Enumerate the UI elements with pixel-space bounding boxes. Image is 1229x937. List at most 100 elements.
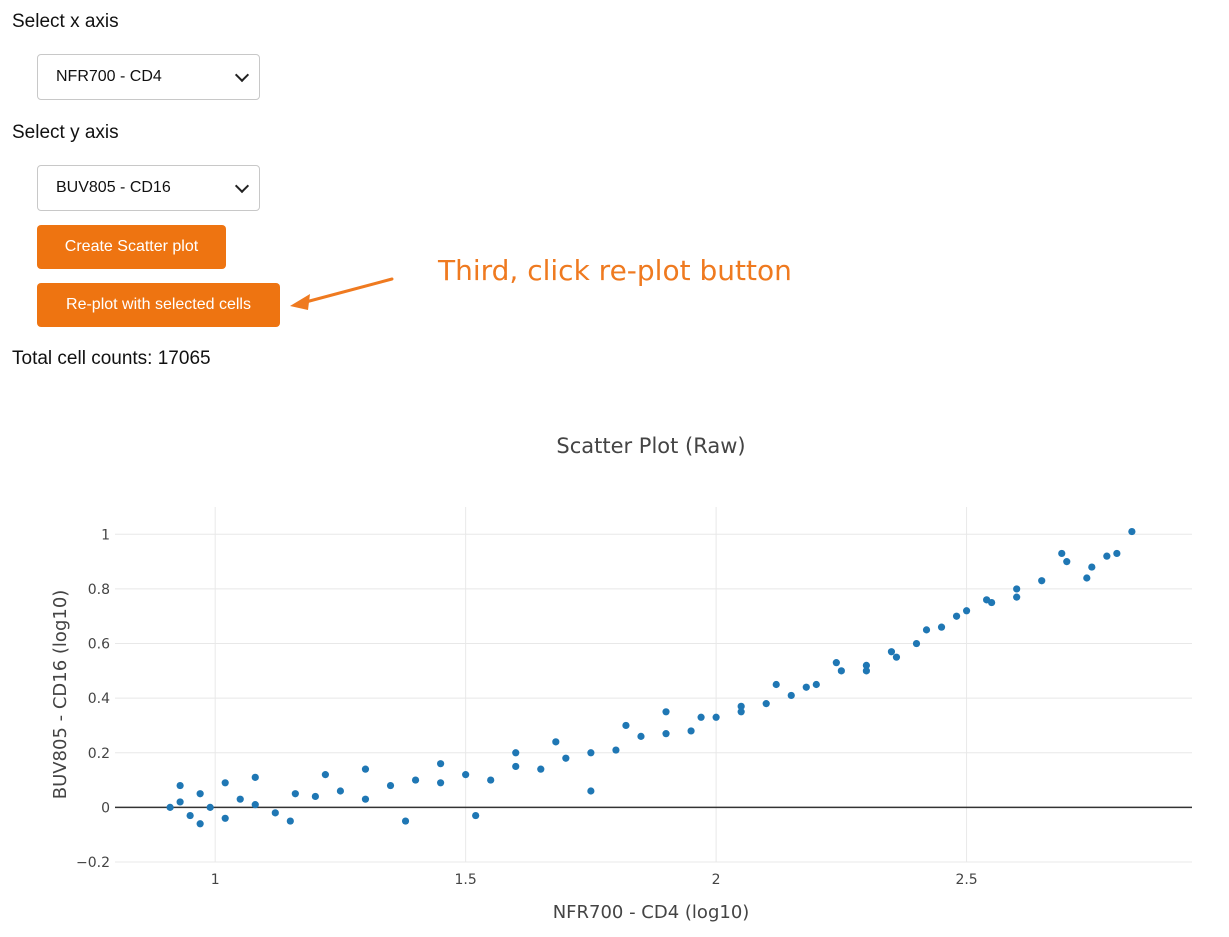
x-axis-title: NFR700 - CD4 (log10) bbox=[553, 902, 750, 923]
data-point bbox=[802, 683, 810, 691]
data-point bbox=[937, 623, 946, 631]
data-point bbox=[587, 749, 595, 757]
data-point bbox=[622, 721, 630, 730]
x-tick-label: 1 bbox=[211, 872, 220, 888]
data-point bbox=[512, 762, 520, 771]
chart-title: Scatter Plot (Raw) bbox=[556, 434, 745, 458]
x-tick-label: 2 bbox=[712, 872, 721, 888]
scatter-chart[interactable]: 1 1.5 2 2.5 −0.2 0 0.2 0.4 0.6 0.8 1 Scatter Plot … bbox=[0, 410, 1229, 937]
data-point bbox=[311, 792, 319, 801]
data-point bbox=[922, 626, 931, 634]
data-point bbox=[737, 708, 745, 716]
data-point bbox=[286, 817, 294, 825]
data-point bbox=[1128, 527, 1136, 536]
x-axis-selected-value: NFR700 - CD4 bbox=[56, 68, 162, 85]
create-scatter-plot-button[interactable]: Create Scatter plot bbox=[37, 225, 226, 269]
x-axis-label: Select x axis bbox=[12, 11, 119, 32]
data-point bbox=[1088, 563, 1096, 571]
replot-selected-cells-button[interactable]: Re-plot with selected cells bbox=[37, 283, 280, 327]
data-point bbox=[487, 776, 495, 784]
data-point bbox=[862, 661, 870, 669]
data-point bbox=[251, 773, 259, 781]
data-point bbox=[321, 771, 329, 779]
y-tick-label: 0.2 bbox=[88, 746, 110, 762]
data-point bbox=[892, 653, 901, 661]
data-point bbox=[251, 801, 259, 809]
data-point bbox=[1103, 552, 1111, 560]
data-point bbox=[1013, 585, 1021, 593]
data-point bbox=[1013, 593, 1021, 601]
data-point bbox=[512, 749, 520, 757]
data-point bbox=[411, 776, 420, 784]
annotation-text: Third, click re-plot button bbox=[438, 254, 792, 287]
total-cell-counts: Total cell counts: 17065 bbox=[12, 348, 211, 369]
point-layer bbox=[166, 527, 1136, 828]
data-point bbox=[832, 659, 840, 667]
data-point bbox=[562, 754, 570, 762]
data-point bbox=[697, 713, 705, 721]
y-tick-label: 0 bbox=[101, 800, 110, 816]
data-point bbox=[196, 820, 204, 828]
data-point bbox=[537, 765, 545, 773]
x-tick-label: 2.5 bbox=[955, 872, 977, 888]
data-point bbox=[361, 765, 370, 773]
data-point bbox=[983, 596, 991, 604]
data-point bbox=[662, 708, 670, 716]
data-point bbox=[862, 667, 870, 675]
data-point bbox=[612, 746, 620, 754]
data-point bbox=[737, 702, 745, 710]
data-point bbox=[552, 738, 560, 746]
y-axis-select[interactable]: BUV805 - CD16 bbox=[37, 165, 260, 211]
data-point bbox=[887, 648, 896, 656]
data-point bbox=[386, 781, 395, 790]
data-point bbox=[336, 787, 345, 795]
data-point bbox=[176, 781, 184, 790]
y-tick-label: 1 bbox=[101, 527, 110, 543]
data-point bbox=[166, 803, 174, 811]
x-axis-select[interactable]: NFR700 - CD4 bbox=[37, 54, 260, 100]
chevron-down-icon bbox=[234, 178, 250, 194]
data-point bbox=[196, 790, 204, 798]
data-point bbox=[437, 779, 445, 787]
data-point bbox=[1113, 549, 1121, 558]
data-point bbox=[1058, 549, 1066, 558]
data-point bbox=[206, 803, 214, 811]
y-tick-label: 0.8 bbox=[88, 582, 110, 598]
data-point bbox=[472, 811, 480, 820]
x-tick-label: 1.5 bbox=[455, 872, 477, 888]
data-point bbox=[1063, 558, 1071, 566]
y-axis-title: BUV805 - CD16 (log10) bbox=[50, 590, 71, 800]
data-point bbox=[437, 760, 445, 768]
annotation-arrow bbox=[290, 277, 394, 310]
data-point bbox=[772, 680, 780, 689]
data-point bbox=[787, 691, 795, 700]
data-point bbox=[712, 713, 720, 721]
data-point bbox=[837, 667, 845, 675]
chevron-down-icon bbox=[234, 67, 250, 83]
data-point bbox=[912, 639, 921, 648]
data-point bbox=[221, 779, 229, 787]
data-point bbox=[361, 795, 370, 803]
data-point bbox=[587, 787, 595, 795]
data-point bbox=[662, 730, 670, 738]
y-tick-label: 0.6 bbox=[88, 637, 110, 653]
data-point bbox=[952, 612, 961, 620]
y-tick-label: 0.4 bbox=[88, 691, 110, 707]
data-point bbox=[1038, 577, 1046, 585]
data-point bbox=[401, 817, 410, 825]
grid-layer bbox=[115, 507, 1192, 863]
data-point bbox=[637, 732, 645, 740]
data-point bbox=[271, 809, 279, 817]
y-tick-label: −0.2 bbox=[76, 855, 110, 871]
data-point bbox=[176, 798, 184, 806]
data-point bbox=[221, 814, 229, 822]
data-point bbox=[962, 607, 971, 615]
y-axis-label: Select y axis bbox=[12, 122, 119, 143]
tick-layer: 1 1.5 2 2.5 −0.2 0 0.2 0.4 0.6 0.8 1 bbox=[76, 527, 978, 888]
data-point bbox=[812, 680, 820, 689]
y-axis-selected-value: BUV805 - CD16 bbox=[56, 179, 171, 196]
data-point bbox=[762, 700, 770, 708]
data-point bbox=[1083, 574, 1091, 582]
data-point bbox=[186, 811, 194, 820]
data-point bbox=[687, 727, 695, 735]
